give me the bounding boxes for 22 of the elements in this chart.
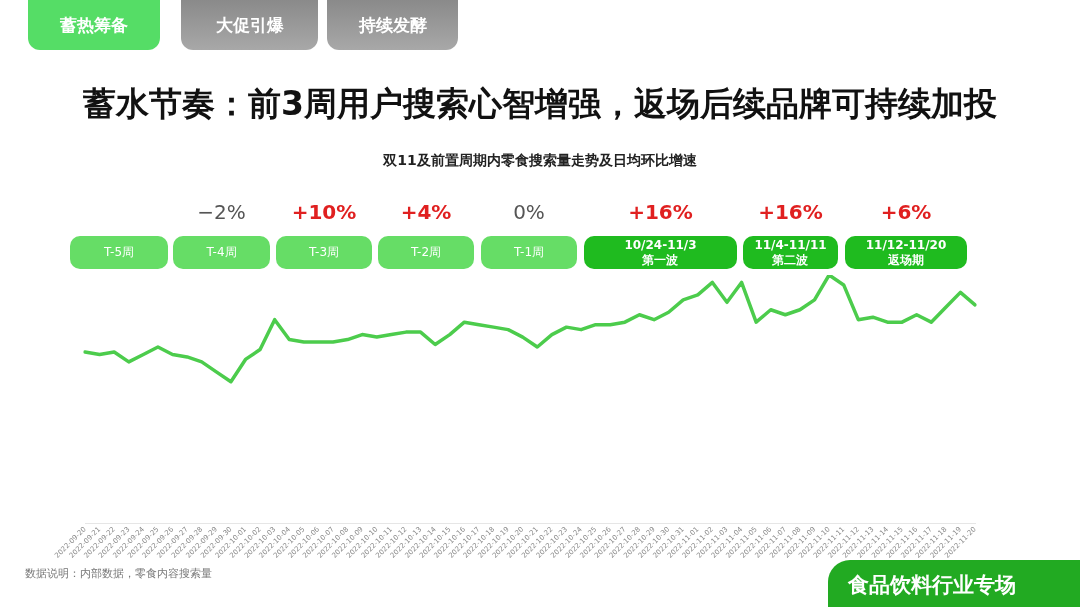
text: +16% bbox=[757, 200, 824, 224]
text: 持续发酵 bbox=[327, 0, 458, 50]
text: 数据说明：内部数据，零食内容搜索量 bbox=[25, 566, 212, 581]
text: −2% bbox=[196, 200, 247, 224]
text: T-4周 bbox=[173, 236, 270, 269]
text: +6% bbox=[879, 200, 933, 224]
chart-title: 蓄水节奏：前3周用户搜索心智增强，返场后续品牌可持续加投 bbox=[82, 83, 998, 125]
text: 11/12-11/20 返场期 bbox=[845, 236, 967, 269]
text: 大促引爆 bbox=[181, 0, 318, 50]
text: +4% bbox=[399, 200, 453, 224]
text: T-5周 bbox=[70, 236, 168, 269]
text: +10% bbox=[290, 200, 358, 224]
text: T-2周 bbox=[378, 236, 474, 269]
text: 10/24-11/3 第一波 bbox=[584, 236, 737, 269]
text: T-1周 bbox=[481, 236, 577, 269]
text: 0% bbox=[512, 200, 546, 224]
text: T-3周 bbox=[276, 236, 372, 269]
text: 11/4-11/11 第二波 bbox=[743, 236, 838, 269]
text: 食品饮料行业专场 bbox=[828, 560, 1080, 607]
text: 蓄热筹备 bbox=[28, 0, 160, 50]
text: +16% bbox=[627, 200, 694, 224]
chart-subtitle: 双11及前置周期内零食搜索量走势及日均环比增速 bbox=[382, 152, 698, 170]
